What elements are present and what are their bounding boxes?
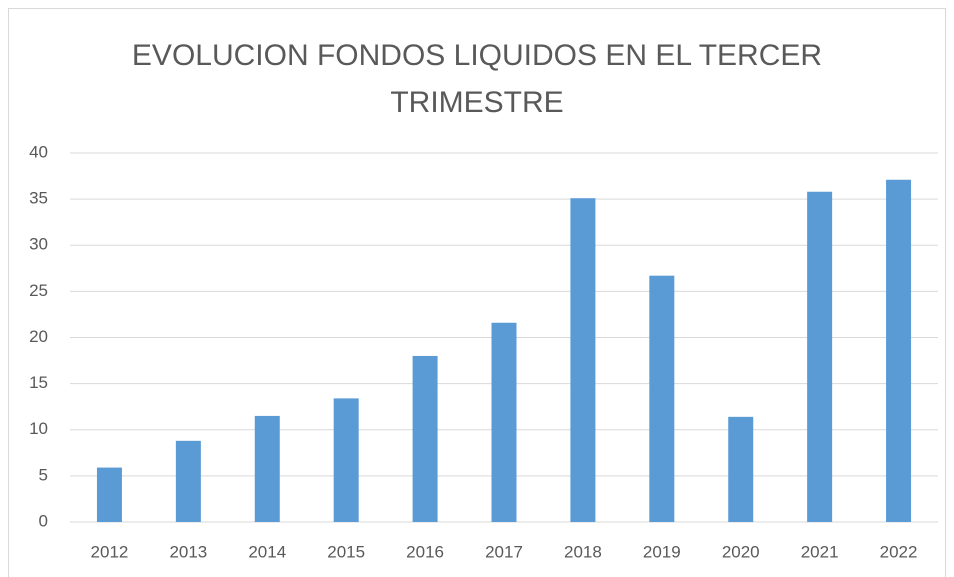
bar [412,355,438,522]
y-tick-label: 40 [29,142,48,161]
x-tick-label: 2020 [722,542,760,561]
y-tick-label: 20 [29,327,48,346]
bar [175,440,201,522]
x-tick-label: 2013 [169,542,207,561]
bar [570,198,596,522]
bar [728,416,754,522]
bar [807,191,833,522]
bar [649,275,675,522]
y-tick-label: 35 [29,189,48,208]
bar [491,322,517,522]
x-tick-label: 2012 [91,542,129,561]
x-tick-label: 2019 [643,542,681,561]
y-tick-label: 0 [39,511,48,530]
bar [333,398,359,522]
bar [254,415,280,522]
x-tick-label: 2016 [406,542,444,561]
y-tick-label: 15 [29,373,48,392]
y-tick-label: 5 [39,465,48,484]
x-tick-label: 2021 [801,542,839,561]
bar [886,179,912,522]
x-tick-label: 2017 [485,542,523,561]
x-tick-label: 2022 [880,542,918,561]
chart-title: EVOLUCION FONDOS LIQUIDOS EN EL TERCER T… [131,39,823,119]
y-tick-label: 25 [29,281,48,300]
y-tick-label: 30 [29,235,48,254]
bar [96,467,122,522]
y-tick-label: 10 [29,419,48,438]
chart-border [8,8,946,577]
x-tick-label: 2015 [327,542,365,561]
x-tick-label: 2014 [248,542,286,561]
x-tick-label: 2018 [564,542,602,561]
